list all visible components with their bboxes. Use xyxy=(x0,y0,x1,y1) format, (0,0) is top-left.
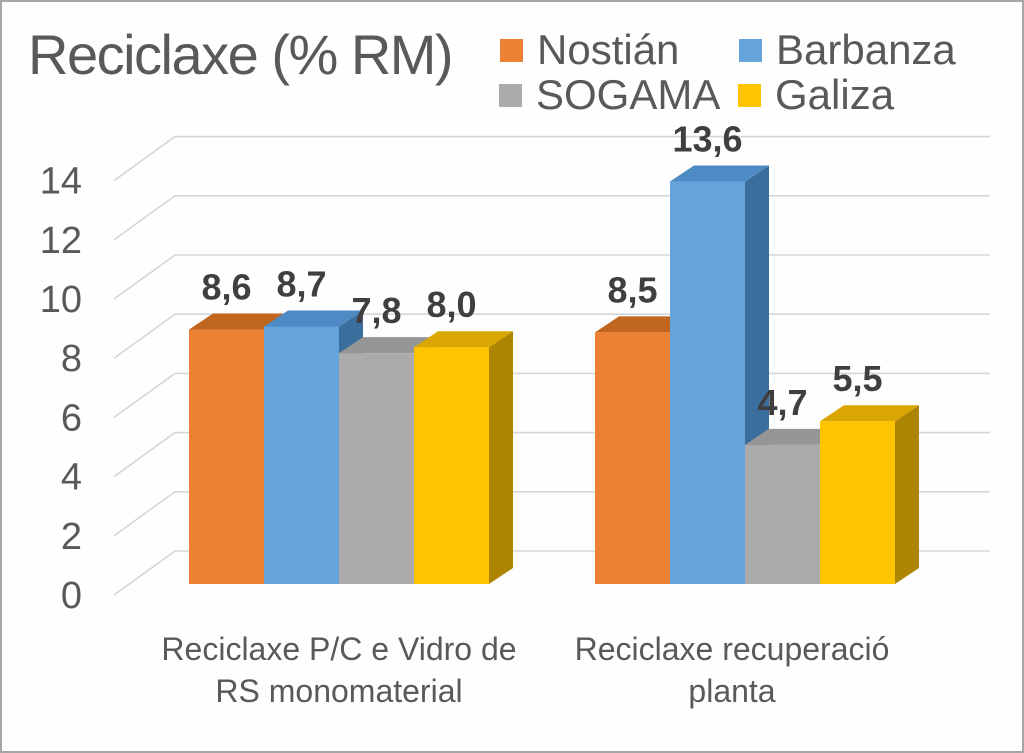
legend-label-nostian: Nostián xyxy=(537,26,680,73)
chart-title: Reciclaxe (% RM) xyxy=(28,23,454,86)
bar-nostián-0 xyxy=(189,329,264,584)
legend-item-sogama: SOGAMA xyxy=(499,74,720,116)
category-label-1: Reciclaxe P/C e Vidro de RS monomaterial xyxy=(144,628,534,712)
y-tick-label: 2 xyxy=(61,516,82,558)
bar-barbanza-1 xyxy=(670,181,745,584)
legend-label-barbanza: Barbanza xyxy=(776,26,956,73)
bar-top-nostián-0 xyxy=(189,313,288,330)
y-tick-label: 0 xyxy=(61,575,82,617)
y-tick-label: 4 xyxy=(61,457,82,499)
value-label-sogama-0: 7,8 xyxy=(351,290,401,331)
legend-item-barbanza: Barbanza xyxy=(739,29,956,71)
bar-galiza-0 xyxy=(414,347,489,584)
bar-galiza-1 xyxy=(820,421,895,584)
value-label-barbanza-1: 13,6 xyxy=(672,118,742,159)
y-tick-label: 8 xyxy=(61,338,82,380)
y-tick-label: 10 xyxy=(40,279,82,321)
gridline xyxy=(113,135,990,182)
bar-top-sogama-0 xyxy=(339,337,438,354)
category-label-1-line1: Reciclaxe P/C e Vidro de xyxy=(161,631,517,667)
bar-top-sogama-1 xyxy=(745,428,844,445)
value-label-galiza-1: 5,5 xyxy=(832,358,882,399)
legend-swatch-galiza xyxy=(738,83,761,107)
bar-sogama-0 xyxy=(339,353,414,584)
bar-top-galiza-0 xyxy=(414,331,513,348)
legend-swatch-sogama xyxy=(499,83,522,107)
bar-top-barbanza-1 xyxy=(670,165,769,182)
y-tick-label: 12 xyxy=(40,220,82,262)
bar-sogama-1 xyxy=(745,444,820,584)
bar-barbanza-0 xyxy=(264,326,339,584)
legend-item-galiza: Galiza xyxy=(738,74,894,116)
value-label-galiza-0: 8,0 xyxy=(426,284,476,325)
value-label-nostián-0: 8,6 xyxy=(201,266,251,307)
bar-top-nostián-1 xyxy=(595,316,694,333)
legend-label-galiza: Galiza xyxy=(775,71,895,118)
y-tick-label: 6 xyxy=(61,397,82,439)
value-label-sogama-1: 4,7 xyxy=(757,382,807,423)
category-label-2-line1: Reciclaxe recuperació xyxy=(574,631,890,667)
legend-label-sogama: SOGAMA xyxy=(536,71,721,118)
y-tick-label: 14 xyxy=(40,161,82,203)
category-label-2-line2: planta xyxy=(688,673,776,709)
bar-top-galiza-1 xyxy=(820,405,919,422)
bar-nostián-1 xyxy=(595,332,670,584)
bar-side-galiza-1 xyxy=(895,405,919,584)
gridline xyxy=(113,195,990,241)
legend-swatch-nostian xyxy=(500,38,523,62)
legend-item-nostian: Nostián xyxy=(500,29,679,71)
bar-top-barbanza-0 xyxy=(264,310,363,327)
category-label-1-line2: RS monomaterial xyxy=(215,673,463,709)
category-label-2: Reciclaxe recuperació planta xyxy=(537,628,927,712)
value-label-barbanza-0: 8,7 xyxy=(276,263,326,304)
legend-swatch-barbanza xyxy=(739,38,762,62)
bar-side-galiza-0 xyxy=(489,331,513,584)
value-label-nostián-1: 8,5 xyxy=(607,269,657,310)
